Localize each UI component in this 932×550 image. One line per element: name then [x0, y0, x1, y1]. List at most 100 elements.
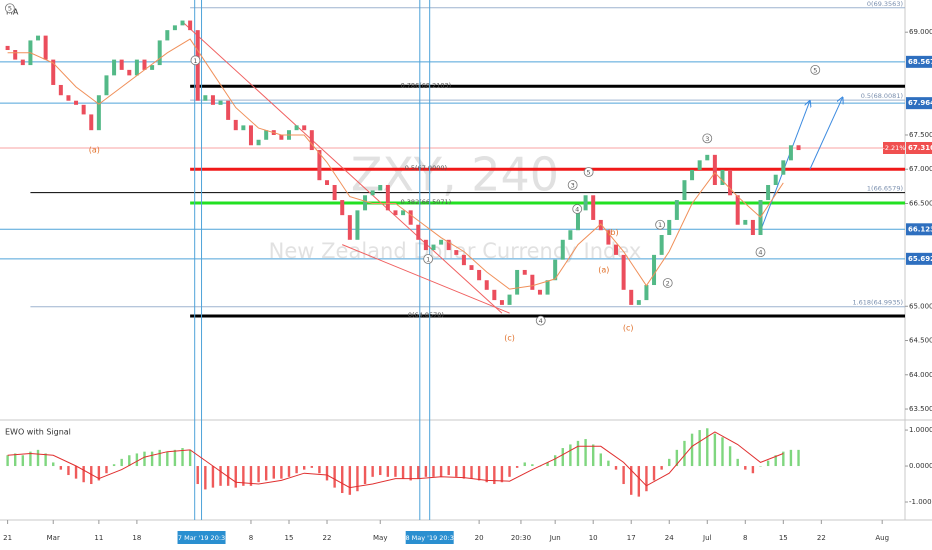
- fib-label: 0.786(68.2103): [401, 81, 452, 89]
- candle: [408, 210, 413, 225]
- candle: [583, 195, 588, 211]
- price-label: 68.5673: [908, 58, 932, 66]
- ewo-bar: [576, 440, 580, 467]
- trendline: [342, 244, 510, 314]
- candle: [378, 184, 383, 191]
- ewo-bar: [166, 451, 169, 467]
- ewo-bar: [379, 466, 382, 476]
- candle: [788, 145, 793, 161]
- x-tick-label: 8: [743, 534, 747, 542]
- wave-label: 1: [658, 221, 662, 229]
- candle: [674, 200, 679, 220]
- candle: [96, 95, 101, 131]
- wave-label: 4: [539, 317, 543, 325]
- candle: [401, 210, 406, 216]
- current-price-label: 67.3100: [908, 144, 932, 152]
- time-label-box: [177, 531, 226, 544]
- x-tick-label: Mar: [47, 534, 60, 542]
- ewo-bar: [751, 466, 755, 474]
- time-label: 08 May '19 20:30: [401, 534, 458, 542]
- candle: [226, 100, 231, 120]
- ewo-bar: [683, 440, 686, 467]
- ewo-bar: [219, 466, 222, 486]
- candle: [134, 59, 139, 76]
- candle: [363, 195, 368, 211]
- ewo-bar: [112, 464, 116, 467]
- ewo-bar: [128, 455, 131, 467]
- wave-label: 5: [8, 5, 12, 13]
- candle: [5, 45, 10, 51]
- ewo-bar: [67, 466, 70, 476]
- ewo-bar: [690, 433, 694, 467]
- ewo-bar: [44, 453, 47, 467]
- y-tick-label: 63.5000: [909, 405, 932, 413]
- candle: [302, 125, 307, 131]
- watermark: ZXY, 240: [351, 148, 559, 202]
- candle: [256, 139, 261, 146]
- ewo-bar: [287, 466, 291, 477]
- fib-label: 1.618(64.9935): [852, 299, 903, 307]
- y-tick-label: 65.0000: [909, 302, 932, 310]
- ewo-bar: [531, 464, 534, 467]
- wave-circle: [655, 219, 666, 230]
- x-tick-label: 11: [94, 534, 103, 542]
- candle: [195, 30, 200, 101]
- wave-label: 3: [705, 135, 709, 143]
- candle: [553, 259, 558, 281]
- ewo-bar: [158, 449, 161, 467]
- price-label-box: [906, 55, 932, 68]
- ewo-bar: [660, 466, 663, 470]
- candle: [13, 50, 18, 60]
- candle: [317, 150, 322, 181]
- ewo-bar: [553, 455, 557, 467]
- x-tick-label: 18: [132, 534, 141, 542]
- candle: [51, 59, 56, 85]
- candle: [370, 190, 375, 196]
- ewo-bar: [181, 448, 184, 467]
- trendline: [182, 21, 503, 314]
- x-tick-label: May: [373, 534, 387, 542]
- candle: [58, 84, 63, 96]
- ewo-bar: [591, 444, 595, 467]
- fib-label: 0(64.8578): [408, 311, 444, 319]
- x-tick-label: 21: [3, 534, 12, 542]
- candle: [560, 239, 565, 260]
- candle: [796, 145, 801, 151]
- x-tick-label: 20: [475, 534, 484, 542]
- trendline: [809, 97, 843, 170]
- wave-circle: [572, 204, 583, 214]
- ewo-bar: [432, 466, 435, 477]
- ewo-bar: [303, 466, 306, 470]
- candle: [598, 219, 603, 231]
- candle: [112, 59, 117, 76]
- wave-circle: [662, 278, 673, 288]
- ewo-bar: [424, 466, 428, 477]
- candle: [499, 300, 504, 305]
- candle: [165, 30, 170, 41]
- candle: [325, 180, 330, 185]
- candle: [469, 265, 474, 270]
- candle: [644, 285, 649, 301]
- ewo-bar: [614, 466, 618, 470]
- candle: [423, 239, 428, 251]
- price-label-box: [906, 97, 932, 110]
- ewo-bar: [295, 466, 298, 474]
- candle: [264, 130, 269, 140]
- ewo-bar: [500, 466, 504, 483]
- ewo-bar: [477, 466, 481, 481]
- ewo-bar: [173, 449, 177, 467]
- candle: [652, 254, 657, 286]
- wave-circle: [755, 247, 766, 258]
- y-tick-label: 64.5000: [909, 337, 932, 345]
- wave-circle: [567, 180, 578, 190]
- ewo-bar: [257, 466, 260, 483]
- ewo-bar: [90, 466, 93, 485]
- candle: [629, 289, 634, 305]
- price-label: 65.6923: [908, 255, 932, 263]
- candle: [81, 104, 86, 115]
- candle: [119, 59, 124, 70]
- ewo-bar: [569, 444, 572, 467]
- ewo-bar: [135, 453, 139, 467]
- wave-circle: [535, 315, 546, 326]
- ewo-bar: [280, 466, 283, 479]
